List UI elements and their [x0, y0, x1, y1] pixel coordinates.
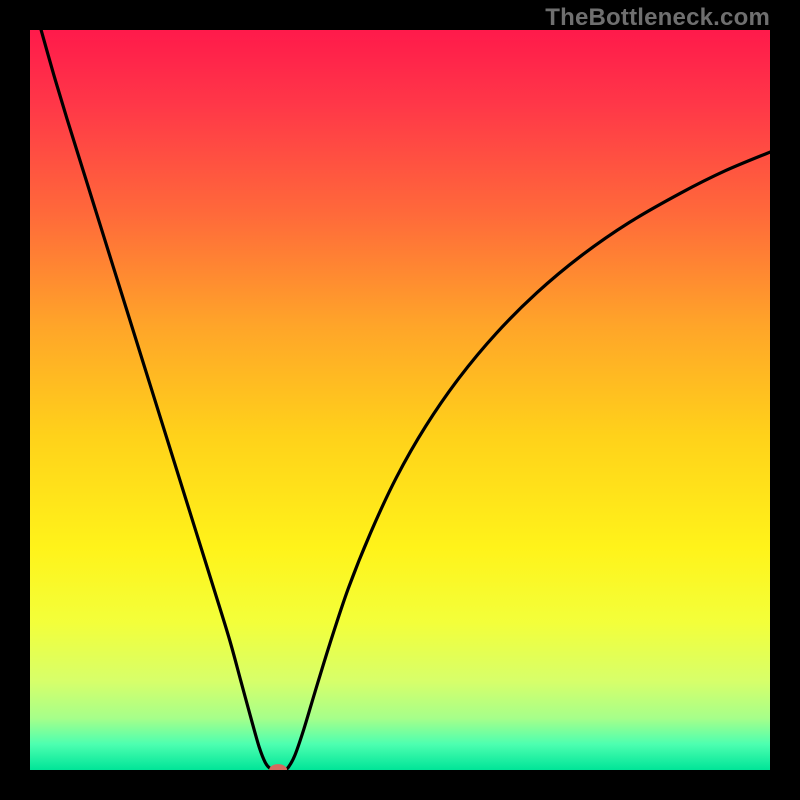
- bottleneck-point-marker: [269, 764, 287, 770]
- chart-frame: TheBottleneck.com: [0, 0, 800, 800]
- watermark-text: TheBottleneck.com: [545, 4, 770, 32]
- plot-area: [30, 30, 770, 770]
- bottleneck-curve: [30, 30, 770, 770]
